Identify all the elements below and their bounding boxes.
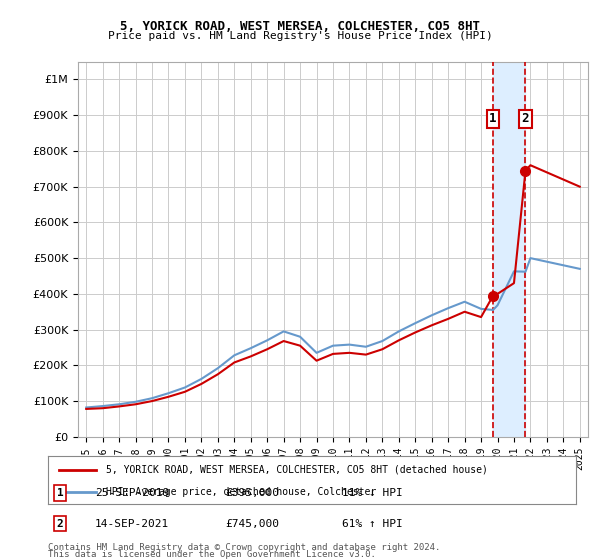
Text: This data is licensed under the Open Government Licence v3.0.: This data is licensed under the Open Gov… (48, 550, 376, 559)
Text: 2: 2 (56, 519, 64, 529)
Bar (493, 62, 526, 437)
Text: £745,000: £745,000 (225, 519, 279, 529)
Text: 14-SEP-2021: 14-SEP-2021 (95, 519, 169, 529)
Text: 2: 2 (522, 112, 529, 125)
Text: Price paid vs. HM Land Registry's House Price Index (HPI): Price paid vs. HM Land Registry's House … (107, 31, 493, 41)
Text: 5, YORICK ROAD, WEST MERSEA, COLCHESTER, CO5 8HT: 5, YORICK ROAD, WEST MERSEA, COLCHESTER,… (120, 20, 480, 32)
Text: 1: 1 (490, 112, 497, 125)
Text: Contains HM Land Registry data © Crown copyright and database right 2024.: Contains HM Land Registry data © Crown c… (48, 543, 440, 552)
Text: 25-SEP-2019: 25-SEP-2019 (95, 488, 169, 498)
Text: £395,000: £395,000 (225, 488, 279, 498)
Text: HPI: Average price, detached house, Colchester: HPI: Average price, detached house, Colc… (106, 487, 376, 497)
Text: 11% ↓ HPI: 11% ↓ HPI (341, 488, 403, 498)
Text: 5, YORICK ROAD, WEST MERSEA, COLCHESTER, CO5 8HT (detached house): 5, YORICK ROAD, WEST MERSEA, COLCHESTER,… (106, 465, 488, 475)
Text: 1: 1 (56, 488, 64, 498)
Text: 61% ↑ HPI: 61% ↑ HPI (341, 519, 403, 529)
